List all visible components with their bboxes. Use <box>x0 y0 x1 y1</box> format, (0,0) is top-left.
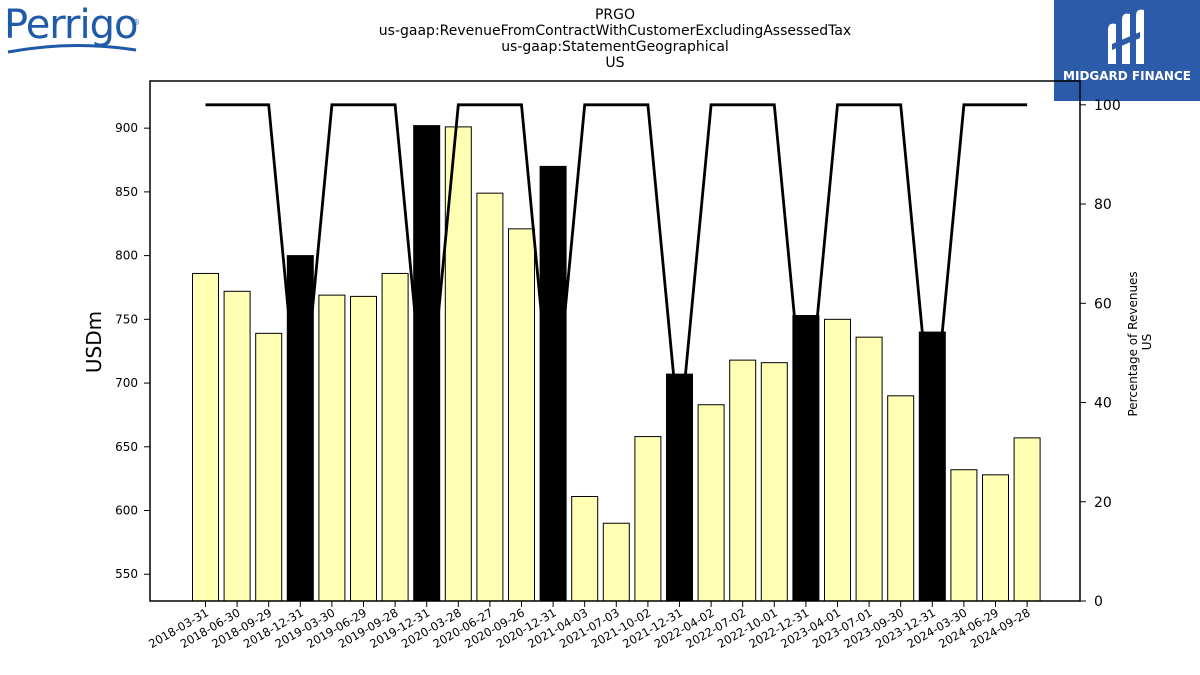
bar-2019-09-28 <box>381 272 409 602</box>
y-tick-label: 700 <box>115 376 138 390</box>
bar-2023-12-31 <box>918 331 946 602</box>
bar-2022-07-02 <box>729 359 757 602</box>
bar-2023-09-30 <box>887 395 915 602</box>
bar-2018-09-29 <box>255 332 283 602</box>
midgard-finance-logo: MIDGARD FINANCE <box>1054 0 1200 101</box>
y2-tick-label: 40 <box>1094 396 1112 412</box>
y2-axis-label-line-2: US <box>1140 334 1154 350</box>
midgard-emblem-icon <box>1108 9 1144 65</box>
y-axis-left: 550 600 650 700 750 800 850 900 <box>115 121 150 581</box>
bar-2020-09-26 <box>508 228 535 602</box>
bar-2020-06-27 <box>476 192 504 602</box>
y-tick-label: 550 <box>115 567 138 581</box>
bar-2024-09-28 <box>1013 437 1041 602</box>
bar-2021-10-02 <box>634 436 662 602</box>
bar-2018-06-30 <box>223 290 251 602</box>
bar-2021-04-03 <box>571 495 599 602</box>
y2-tick-label: 0 <box>1094 594 1103 610</box>
chart-title-block: PRGO us-gaap:RevenueFromContractWithCust… <box>150 7 1080 71</box>
chart-title-member: US <box>605 55 625 71</box>
bar-2021-07-03 <box>602 522 630 602</box>
y-tick-label: 600 <box>115 504 138 518</box>
bar-2019-06-29 <box>350 295 377 602</box>
y2-tick-label: 100 <box>1094 98 1121 114</box>
y2-tick-label: 20 <box>1094 495 1112 511</box>
bar-2022-12-31 <box>792 315 820 602</box>
midgard-logo-text: MIDGARD FINANCE <box>1063 69 1191 83</box>
y-axis-right: 0 20 40 60 80 100 <box>1080 98 1121 610</box>
bar-2021-12-31 <box>666 373 693 602</box>
perrigo-logo: Perrigo ® <box>4 2 144 56</box>
bar-2019-12-31 <box>413 125 441 602</box>
y-axis-label: USDm <box>82 311 106 373</box>
y-tick-label: 650 <box>115 440 138 454</box>
perrigo-logo-mark: ® <box>132 18 140 27</box>
bar-2023-07-01 <box>855 336 883 602</box>
bar-2022-10-01 <box>760 362 788 602</box>
y-tick-label: 800 <box>115 249 138 263</box>
bar-2022-04-02 <box>697 404 725 602</box>
bar-2019-03-30 <box>318 294 346 602</box>
bar-2018-03-31 <box>192 272 219 602</box>
y2-axis-label-line-1: Percentage of Revenues <box>1126 271 1140 416</box>
percentage-line <box>205 103 1028 438</box>
bar-series <box>192 125 1041 602</box>
y2-axis-label: Percentage of Revenues US <box>1126 267 1154 416</box>
y-tick-label: 900 <box>115 121 138 135</box>
x-axis: 2018-03-312018-06-302018-09-292018-12-31… <box>146 601 1033 651</box>
y-tick-label: 850 <box>115 185 138 199</box>
bar-2020-12-31 <box>539 165 567 602</box>
y2-tick-label: 60 <box>1094 296 1112 312</box>
chart-title-ticker: PRGO <box>594 7 636 23</box>
chart-title-axis: us-gaap:StatementGeographical <box>501 39 729 55</box>
bar-2023-04-01 <box>824 318 851 602</box>
perrigo-swoosh-icon <box>7 43 137 54</box>
y-tick-label: 750 <box>115 312 138 326</box>
bar-2024-03-30 <box>950 469 978 602</box>
perrigo-logo-text: Perrigo <box>4 2 138 48</box>
plot-frame <box>149 80 1081 602</box>
y2-tick-label: 80 <box>1094 197 1112 213</box>
bar-2024-06-29 <box>982 474 1009 602</box>
chart-title-concept: us-gaap:RevenueFromContractWithCustomerE… <box>378 23 852 39</box>
